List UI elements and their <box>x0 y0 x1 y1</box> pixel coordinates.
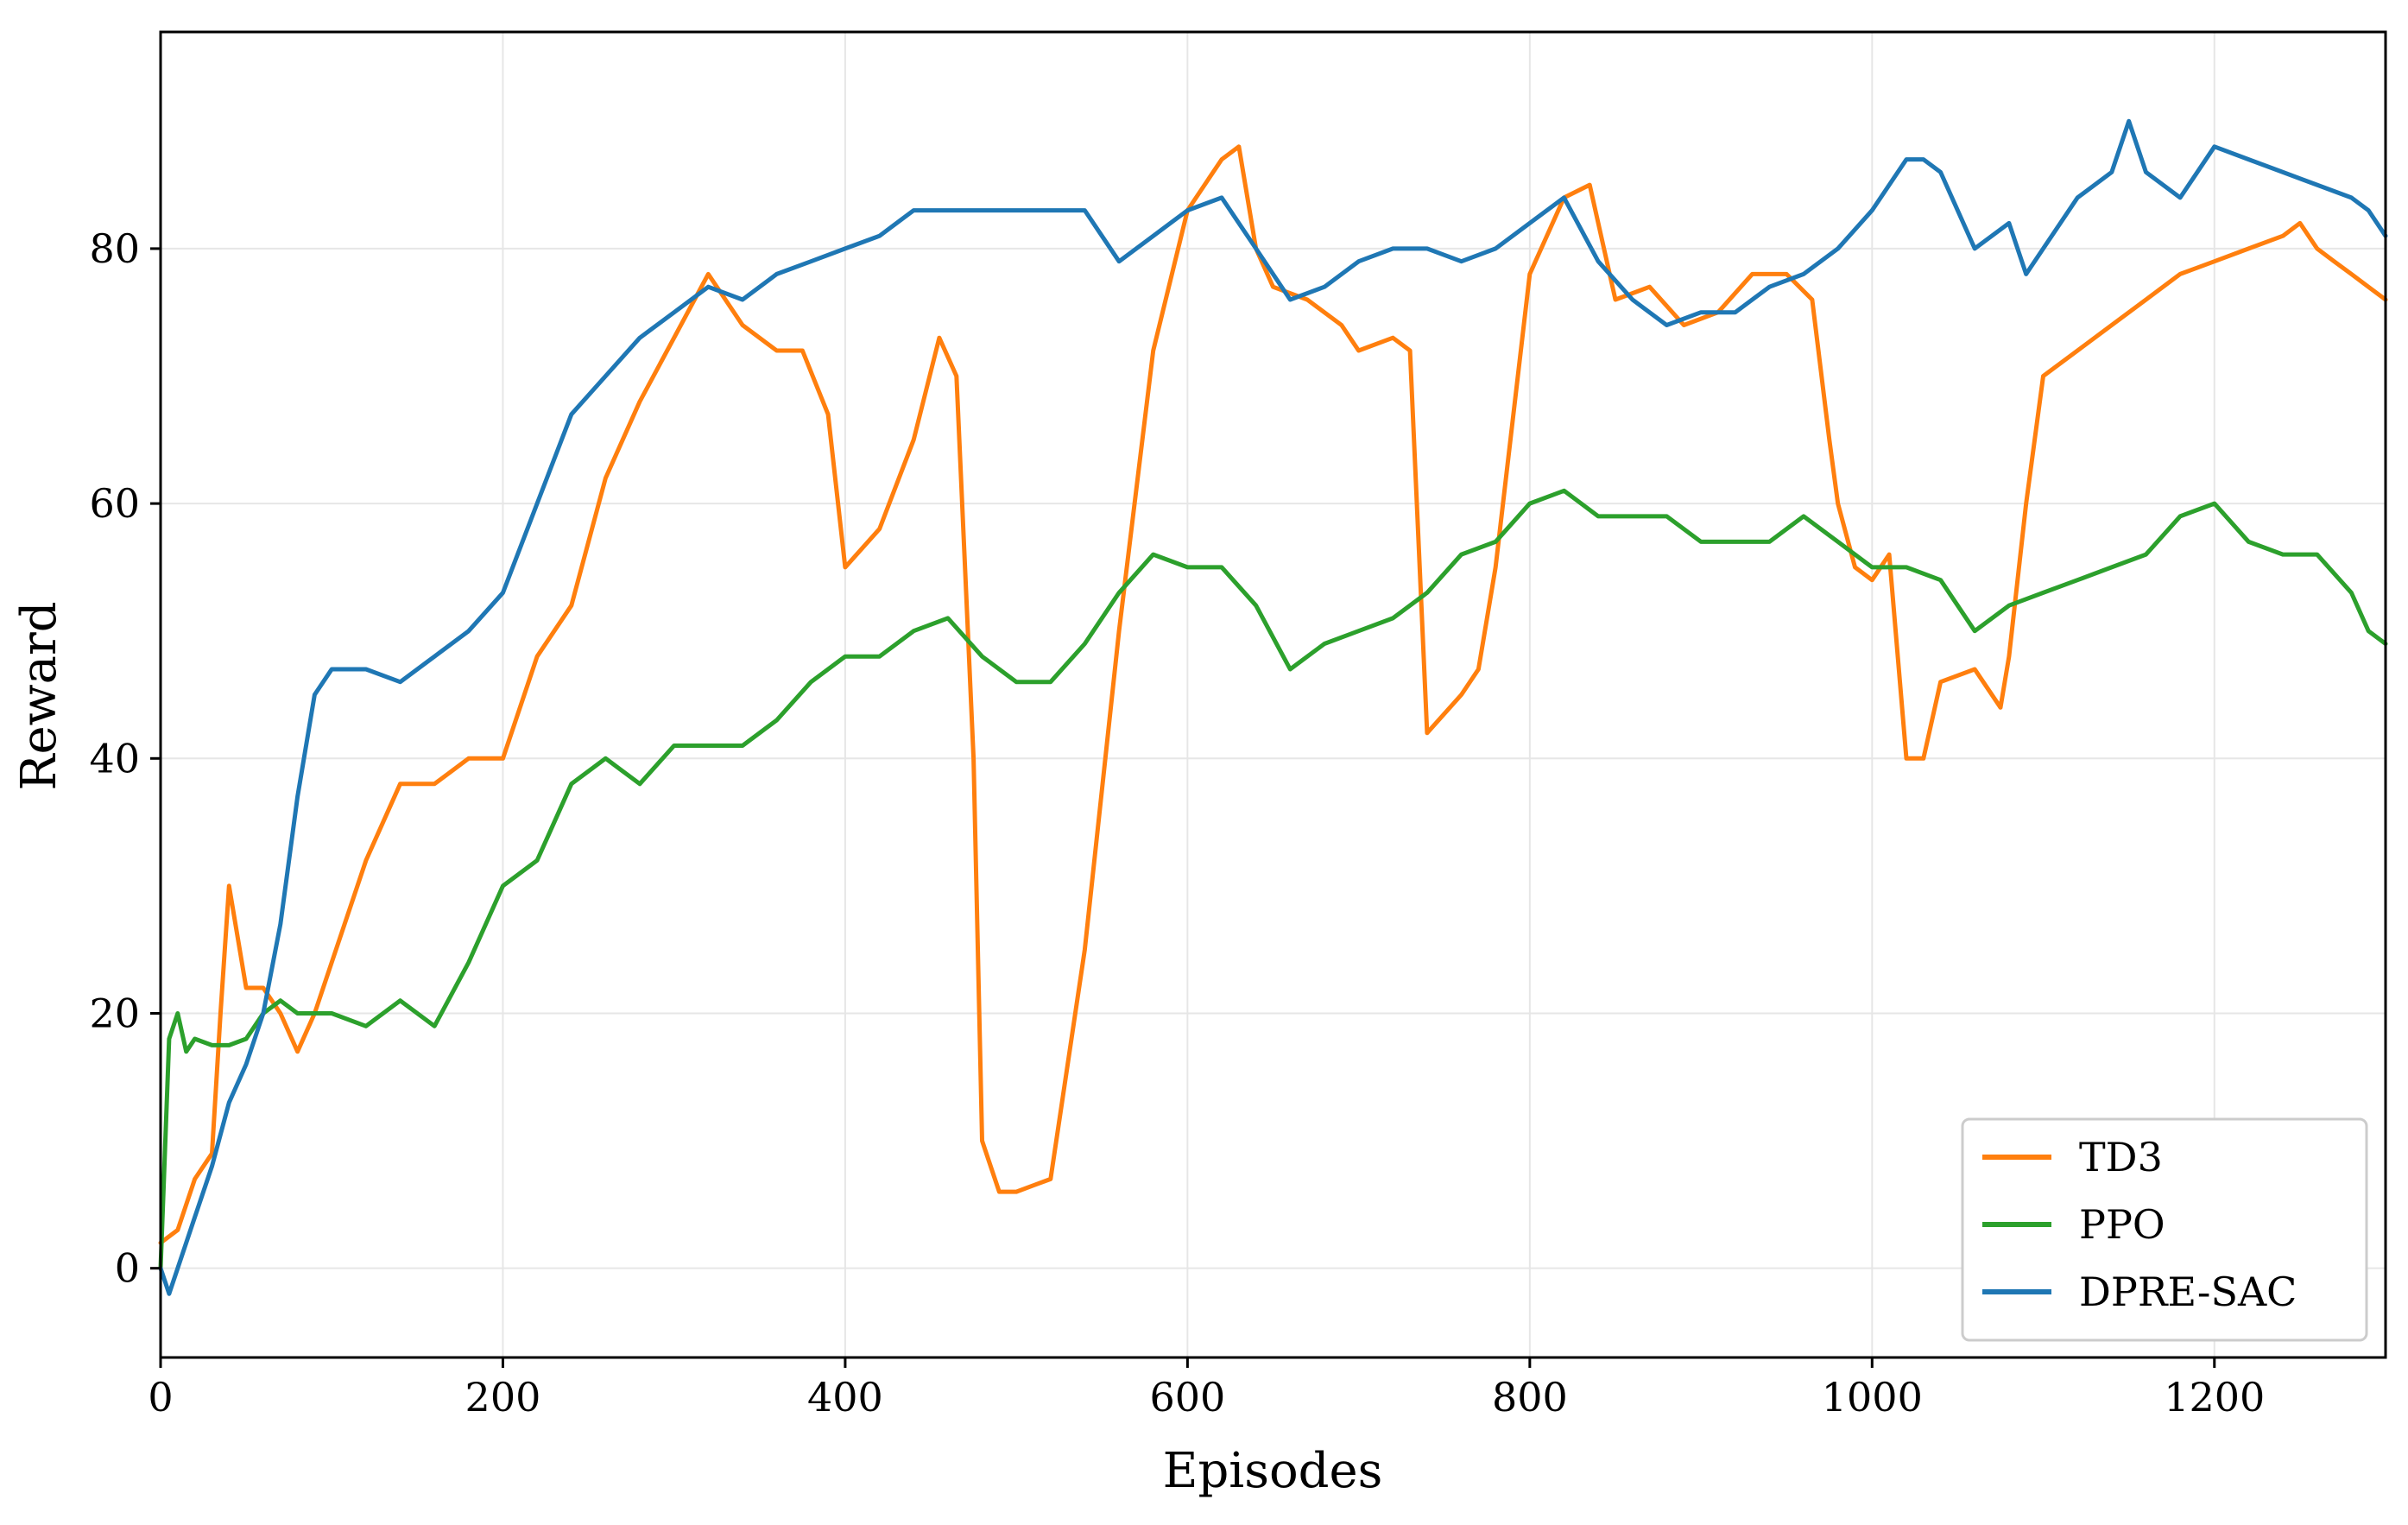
series-line-td3 <box>158 144 2388 1245</box>
legend-label-ppo: PPO <box>2079 1201 2165 1248</box>
y-tick-label: 0 <box>115 1245 140 1292</box>
plot-frame <box>159 30 2387 1359</box>
x-tick-label: 400 <box>807 1374 883 1421</box>
series-lines <box>158 118 2388 1296</box>
y-tick-label: 40 <box>89 735 140 781</box>
y-axis-label: Reward <box>11 601 67 790</box>
y-tick-label: 60 <box>89 480 140 527</box>
legend-box <box>1961 1117 2368 1342</box>
x-tick-label: 800 <box>1492 1374 1568 1421</box>
legend: TD3 PPO DPRE-SAC <box>1961 1117 2368 1342</box>
series-line-dpre-sac <box>158 118 2388 1296</box>
x-axis-label: Episodes <box>1163 1443 1383 1499</box>
x-tick-label: 1000 <box>1822 1374 1923 1421</box>
x-tick-label: 1200 <box>2164 1374 2265 1421</box>
y-tick-label: 20 <box>89 990 140 1036</box>
x-tick-label: 600 <box>1149 1374 1225 1421</box>
grid <box>160 32 2386 1357</box>
y-tick-label: 80 <box>89 225 140 272</box>
series-line-ppo <box>158 488 2388 1271</box>
legend-label-td3: TD3 <box>2079 1134 2163 1180</box>
y-axis-ticks: 0 20 40 60 80 <box>89 225 161 1292</box>
x-tick-label: 0 <box>148 1374 173 1421</box>
x-axis-ticks: 0 200 400 600 800 1000 1200 <box>148 1357 2265 1421</box>
x-tick-label: 200 <box>465 1374 541 1421</box>
legend-label-dpre-sac: DPRE-SAC <box>2079 1269 2297 1315</box>
